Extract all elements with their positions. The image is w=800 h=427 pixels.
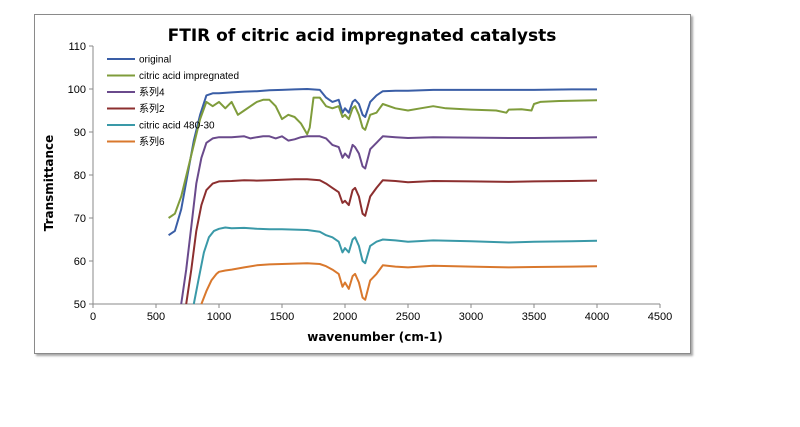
x-tick-label: 3500	[522, 311, 546, 323]
x-tick-label: 2000	[333, 311, 357, 323]
chart-frame: FTIR of citric acid impregnated catalyst…	[34, 14, 691, 354]
legend-label-5: citric acid 480-30	[139, 121, 215, 132]
series-line-2	[168, 96, 598, 219]
legend-label-4: 系列2	[139, 102, 165, 115]
x-tick-label: 3000	[459, 311, 483, 323]
series-line-5	[192, 226, 598, 305]
series-line-1	[168, 88, 597, 237]
x-tick-label: 4500	[648, 311, 672, 323]
series-line-3	[180, 135, 598, 305]
y-tick-label: 110	[68, 41, 86, 53]
legend-label-2: citric acid impregnated	[139, 71, 239, 82]
ftir-chart: FTIR of citric acid impregnated catalyst…	[42, 26, 673, 344]
y-tick-label: 80	[74, 170, 86, 182]
y-tick-label: 50	[74, 299, 86, 311]
y-tick-label: 60	[74, 256, 86, 268]
y-axis-title: Transmittance	[42, 135, 56, 232]
x-tick-label: 4000	[585, 311, 609, 323]
x-tick-label: 2500	[396, 311, 420, 323]
chart-title: FTIR of citric acid impregnated catalyst…	[168, 26, 557, 46]
legend-label-3: 系列4	[139, 86, 165, 99]
series-line-4	[185, 178, 598, 305]
x-tick-label: 500	[147, 311, 165, 323]
axes: 50 60 70 80 90 100 110 0 500 1000 1500 2000 2500 3000…	[68, 41, 673, 323]
legend-label-6: 系列6	[139, 135, 165, 148]
series-line-6	[200, 262, 598, 305]
x-axis-title: wavenumber (cm-1)	[307, 330, 442, 344]
y-tick-label: 70	[74, 213, 86, 225]
legend: original citric acid impregnated 系列4 系列2 cit…	[107, 55, 239, 148]
y-tick-label: 100	[68, 84, 86, 96]
series-layer	[168, 88, 598, 305]
x-tick-label: 1000	[207, 311, 231, 323]
y-tick-label: 90	[74, 127, 86, 139]
x-tick-label: 1500	[270, 311, 294, 323]
legend-label-1: original	[139, 55, 171, 66]
x-tick-label: 0	[90, 311, 96, 323]
